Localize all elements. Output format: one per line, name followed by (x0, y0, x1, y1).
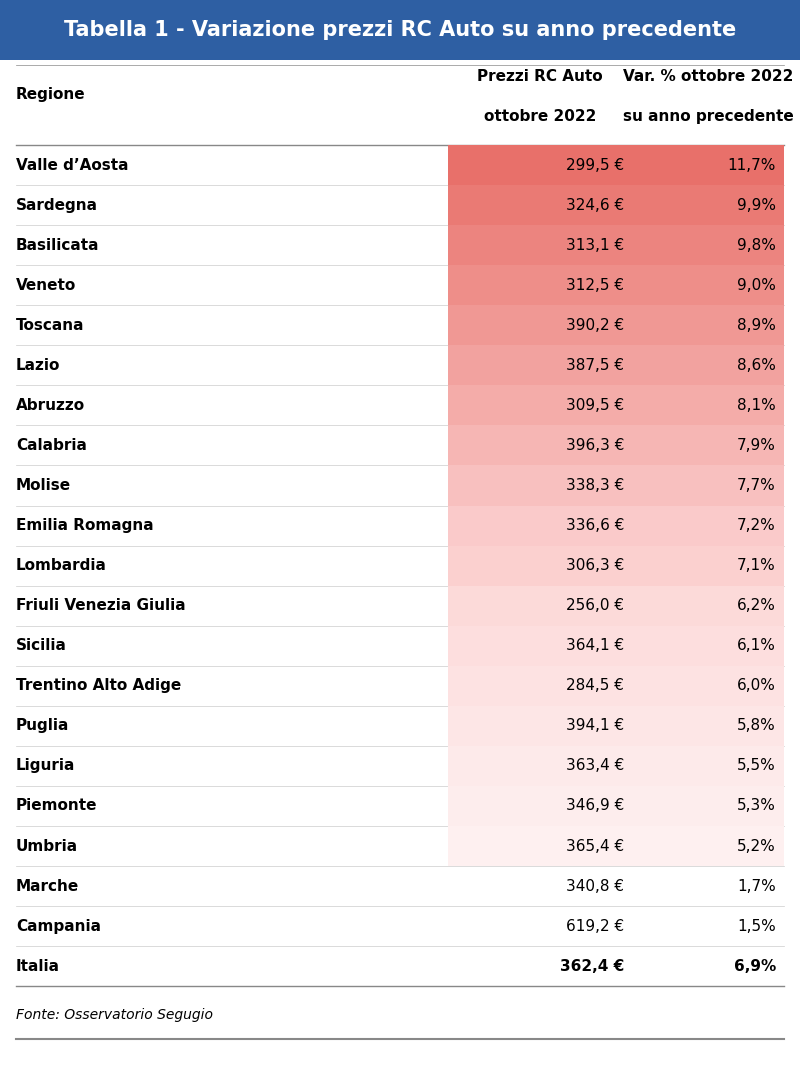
Text: Calabria: Calabria (16, 438, 87, 453)
Text: 284,5 €: 284,5 € (566, 678, 624, 694)
Text: 1,5%: 1,5% (738, 919, 776, 934)
Text: Italia: Italia (16, 959, 60, 974)
Text: 396,3 €: 396,3 € (566, 438, 624, 453)
Text: ottobre 2022: ottobre 2022 (484, 108, 596, 123)
Text: Var. % ottobre 2022: Var. % ottobre 2022 (623, 68, 793, 83)
Text: Marche: Marche (16, 879, 79, 894)
Text: 5,2%: 5,2% (738, 839, 776, 854)
Text: Veneto: Veneto (16, 278, 76, 293)
Text: Fonte: Osservatorio Segugio: Fonte: Osservatorio Segugio (16, 1007, 213, 1021)
Text: 364,1 €: 364,1 € (566, 638, 624, 654)
Text: 340,8 €: 340,8 € (566, 879, 624, 894)
Text: su anno precedente: su anno precedente (622, 108, 794, 123)
Text: 7,7%: 7,7% (738, 478, 776, 493)
Text: Basilicata: Basilicata (16, 238, 99, 253)
Text: Campania: Campania (16, 919, 101, 934)
Text: Sicilia: Sicilia (16, 638, 67, 654)
Text: Prezzi RC Auto: Prezzi RC Auto (477, 68, 603, 83)
Text: 387,5 €: 387,5 € (566, 358, 624, 373)
Text: 6,1%: 6,1% (737, 638, 776, 654)
Text: 9,0%: 9,0% (737, 278, 776, 293)
Text: Trentino Alto Adige: Trentino Alto Adige (16, 678, 182, 694)
Text: 338,3 €: 338,3 € (566, 478, 624, 493)
Text: 5,3%: 5,3% (737, 799, 776, 814)
Text: 6,2%: 6,2% (737, 598, 776, 613)
Text: 394,1 €: 394,1 € (566, 718, 624, 734)
Text: 7,1%: 7,1% (738, 558, 776, 573)
Text: Piemonte: Piemonte (16, 799, 98, 814)
Text: 6,9%: 6,9% (734, 959, 776, 974)
Text: 299,5 €: 299,5 € (566, 158, 624, 172)
Text: 6,0%: 6,0% (737, 678, 776, 694)
Text: 8,1%: 8,1% (738, 398, 776, 413)
Text: 365,4 €: 365,4 € (566, 839, 624, 854)
Text: 7,9%: 7,9% (737, 438, 776, 453)
Text: 363,4 €: 363,4 € (566, 758, 624, 774)
Text: 346,9 €: 346,9 € (566, 799, 624, 814)
Text: Liguria: Liguria (16, 758, 75, 774)
Text: 11,7%: 11,7% (728, 158, 776, 172)
Text: Toscana: Toscana (16, 318, 85, 333)
Text: 256,0 €: 256,0 € (566, 598, 624, 613)
Text: Lazio: Lazio (16, 358, 60, 373)
Text: Sardegna: Sardegna (16, 198, 98, 213)
Text: 324,6 €: 324,6 € (566, 198, 624, 213)
Text: 312,5 €: 312,5 € (566, 278, 624, 293)
Text: Tabella 1 - Variazione prezzi RC Auto su anno precedente: Tabella 1 - Variazione prezzi RC Auto su… (64, 19, 736, 40)
Text: 9,9%: 9,9% (737, 198, 776, 213)
Text: Puglia: Puglia (16, 718, 70, 734)
Text: 362,4 €: 362,4 € (560, 959, 624, 974)
Text: 8,6%: 8,6% (737, 358, 776, 373)
Text: Umbria: Umbria (16, 839, 78, 854)
Text: Abruzzo: Abruzzo (16, 398, 85, 413)
Text: 5,8%: 5,8% (738, 718, 776, 734)
Text: Friuli Venezia Giulia: Friuli Venezia Giulia (16, 598, 186, 613)
Text: 5,5%: 5,5% (738, 758, 776, 774)
Text: 306,3 €: 306,3 € (566, 558, 624, 573)
Text: Emilia Romagna: Emilia Romagna (16, 518, 154, 533)
Text: 309,5 €: 309,5 € (566, 398, 624, 413)
Text: 390,2 €: 390,2 € (566, 318, 624, 333)
Text: Lombardia: Lombardia (16, 558, 107, 573)
Text: 313,1 €: 313,1 € (566, 238, 624, 253)
Text: Molise: Molise (16, 478, 71, 493)
Text: Valle d’Aosta: Valle d’Aosta (16, 158, 129, 172)
Text: 619,2 €: 619,2 € (566, 919, 624, 934)
Text: 1,7%: 1,7% (738, 879, 776, 894)
Text: 336,6 €: 336,6 € (566, 518, 624, 533)
Text: 9,8%: 9,8% (737, 238, 776, 253)
Text: 7,2%: 7,2% (738, 518, 776, 533)
Text: Regione: Regione (16, 88, 86, 103)
Text: 8,9%: 8,9% (737, 318, 776, 333)
